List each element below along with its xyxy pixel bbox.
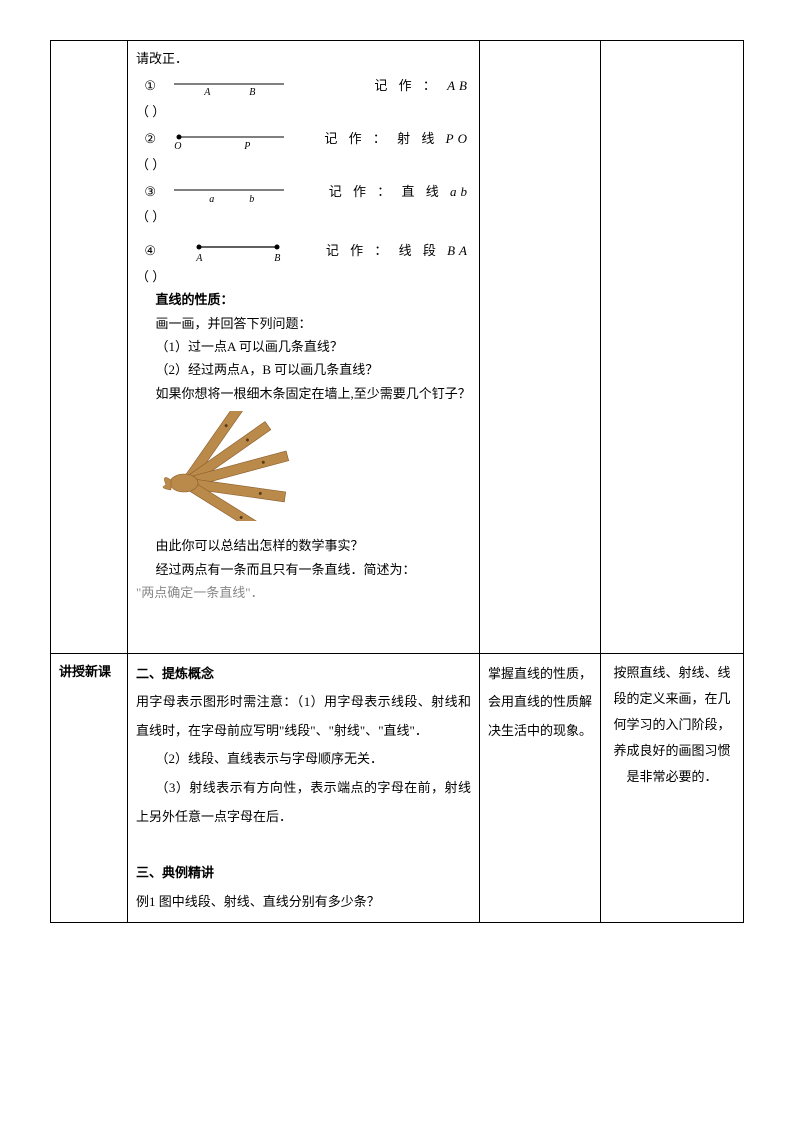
row1-col3 [480, 41, 601, 654]
table-row: 讲授新课 二、提炼概念 用字母表示图形时需注意：（1）用字母表示线段、射线和直线… [51, 653, 744, 923]
p2-text: （2）线段、直线表示与字母顺序无关． [136, 745, 471, 774]
property-title: 直线的性质： [136, 288, 471, 311]
h3-text: 三、典例精讲 [136, 859, 471, 888]
label-P: P [244, 138, 250, 156]
ruler-fan-illustration [156, 411, 471, 528]
nota4-cn: 记 作 ： 线 段 [326, 243, 440, 258]
paren-2: （ ） [136, 153, 471, 176]
notation-1: 记 作 ： AB [374, 74, 471, 97]
row2-col2: 二、提炼概念 用字母表示图形时需注意：（1）用字母表示线段、射线和直线时，在字母… [128, 653, 480, 923]
row2-col1: 讲授新课 [51, 653, 128, 923]
nota4-en: BA [447, 243, 471, 258]
row2-col3: 掌握直线的性质，会用直线的性质解决生活中的现象。 [480, 653, 601, 923]
paren-3: （ ） [136, 205, 471, 228]
h2-text: 二、提炼概念 [136, 660, 471, 689]
item3-num: ③ [136, 180, 156, 203]
nota1-cn: 记 作 ： [374, 78, 440, 93]
draw-text: 画一画，并回答下列问题： [136, 312, 471, 335]
label-O: O [174, 138, 181, 156]
lesson-table: 请改正． ① A B 记 作 ： AB （ ） [50, 40, 744, 923]
diagram-line-ab: A B [169, 78, 289, 96]
item2-num: ② [136, 127, 156, 150]
notation-3: 记 作 ： 直 线 ab [329, 180, 471, 203]
ex1-text: 例1 图中线段、射线、直线分别有多少条？ [136, 888, 471, 917]
label-A1: A [204, 84, 210, 102]
q1-text: （1）过一点A 可以画几条直线？ [136, 335, 471, 358]
row1-col2: 请改正． ① A B 记 作 ： AB （ ） [128, 41, 480, 654]
diagram-line-ab-lower: a b [169, 184, 289, 202]
item-3: ③ a b 记 作 ： 直 线 ab [136, 180, 471, 203]
item1-num: ① [136, 74, 156, 97]
label-B1: B [249, 84, 255, 102]
q2-text: （2）经过两点A，B 可以画几条直线？ [136, 358, 471, 381]
table-row: 请改正． ① A B 记 作 ： AB （ ） [51, 41, 744, 654]
paren-1: （ ） [136, 100, 471, 123]
row1-col1 [51, 41, 128, 654]
correct-text: 请改正． [136, 47, 471, 70]
notation-2: 记 作 ： 射 线 PO [324, 127, 471, 150]
conclude-text: 由此你可以总结出怎样的数学事实？ [136, 534, 471, 557]
nota3-cn: 记 作 ： 直 线 [329, 184, 443, 199]
diagram-ray-op: O P [169, 131, 289, 149]
label-b: b [249, 191, 254, 209]
p3-text: （3）射线表示有方向性，表示端点的字母在前，射线上另外任意一点字母在后． [136, 774, 471, 831]
row2-col4: 按照直线、射线、线段的定义来画，在几何学习的入门阶段，养成良好的画图习惯是非常必… [601, 653, 744, 923]
p1-text: 用字母表示图形时需注意：（1）用字母表示线段、射线和直线时，在字母前应写明"线段… [136, 688, 471, 745]
row1-col4 [601, 41, 744, 654]
paren-4: （ ） [136, 265, 471, 288]
nota2-cn: 记 作 ： 射 线 [324, 131, 438, 146]
label-B4: B [274, 250, 280, 268]
fact-text: 经过两点有一条而且只有一条直线．简述为： [136, 558, 471, 581]
nail-text: 如果你想将一根细木条固定在墙上,至少需要几个钉子？ [136, 382, 471, 405]
nota2-en: PO [446, 131, 471, 146]
diagram-segment-ab: A B [169, 241, 289, 263]
label-a: a [209, 191, 214, 209]
nota3-en: ab [450, 184, 471, 199]
item-1: ① A B 记 作 ： AB [136, 74, 471, 97]
quote-text: "两点确定一条直线"． [136, 581, 471, 604]
item4-num: ④ [136, 239, 156, 262]
nota1-en: AB [447, 78, 471, 93]
label-A4: A [196, 250, 202, 268]
item-4: ④ A B 记 作 ： 线 段 BA [136, 239, 471, 263]
notation-4: 记 作 ： 线 段 BA [326, 239, 471, 262]
item-2: ② O P 记 作 ： 射 线 PO [136, 127, 471, 150]
